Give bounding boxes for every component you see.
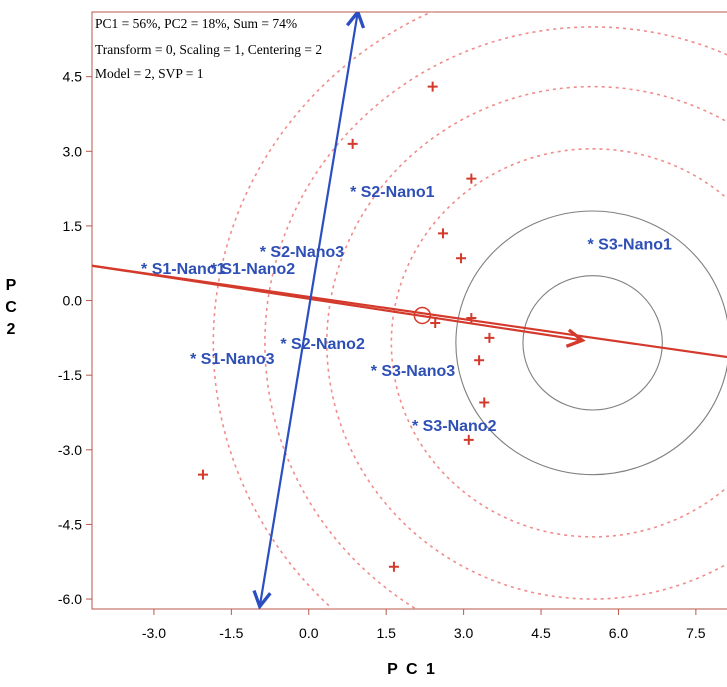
plus-markers [197, 81, 495, 572]
plus-point-8 [484, 332, 495, 343]
info-line-1: PC1 = 56%, PC2 = 18%, Sum = 74% [95, 16, 297, 31]
y-axis: 4.5 3.0 1.5 0.0 -1.5 -3.0 -4.5 -6.0 [58, 69, 92, 607]
y-axis-title-line-2: C [5, 299, 19, 316]
dashed-circle-1 [390, 148, 727, 538]
plus-point-6 [430, 317, 441, 328]
info-text-box: PC1 = 56%, PC2 = 18%, Sum = 74% Transfor… [95, 16, 322, 81]
sample-label-4: * S2-Nano1 [350, 184, 435, 201]
x-axis: -3.0 -1.5 0.0 1.5 3.0 4.5 6.0 7.5 [142, 609, 706, 641]
plus-point-5 [456, 253, 467, 264]
plus-point-9 [474, 355, 485, 366]
plus-point-11 [463, 434, 474, 445]
info-line-3: Model = 2, SVP = 1 [95, 66, 204, 81]
y-tick-label-1: 4.5 [63, 69, 83, 85]
y-tick-label-7: -4.5 [58, 516, 82, 532]
dashed-circle-4 [212, 12, 434, 609]
x-tick-label-3: 0.0 [299, 625, 319, 641]
y-tick-label-2: 3.0 [63, 143, 83, 159]
solid-circle-1 [522, 275, 663, 411]
center-marker-group [413, 306, 432, 325]
y-tick-label-6: -3.0 [58, 442, 82, 458]
sample-label-3: * S1-Nano3 [190, 351, 275, 368]
y-axis-title-line-1: P [6, 277, 19, 294]
plus-point-7 [466, 312, 477, 323]
x-tick-label-6: 4.5 [531, 625, 551, 641]
x-tick-label-5: 3.0 [454, 625, 474, 641]
x-tick-label-8: 7.5 [686, 625, 706, 641]
y-axis-title-line-3: 2 [7, 321, 18, 338]
x-tick-label-2: -1.5 [219, 625, 243, 641]
sample-label-8: * S3-Nano2 [412, 418, 497, 435]
plus-point-12 [197, 469, 208, 480]
plus-point-2 [347, 138, 358, 149]
plus-point-13 [388, 561, 399, 572]
sample-label-9: * S3-Nano3 [371, 363, 456, 380]
y-tick-label-3: 1.5 [63, 218, 83, 234]
sample-labels: * S1-Nano1* S1-Nano2 * S1-Nano3 * S2-Nano1… [141, 184, 672, 435]
solid-circle-2 [455, 210, 727, 476]
sample-label-7: * S3-Nano1 [587, 236, 672, 253]
y-tick-label-4: 0.0 [63, 293, 83, 309]
pc2-arrow [260, 12, 358, 607]
sample-label-6: * S2-Nano3 [260, 244, 345, 261]
x-tick-label-4: 1.5 [376, 625, 396, 641]
x-tick-label-1: -3.0 [142, 625, 166, 641]
plot-area: * S1-Nano1* S1-Nano2 * S1-Nano3 * S2-Nano1… [91, 11, 727, 610]
info-line-2: Transform = 0, Scaling = 1, Centering = … [95, 42, 322, 57]
plus-point-3 [466, 173, 477, 184]
sample-label-5: * S2-Nano2 [280, 336, 365, 353]
y-tick-label-5: -1.5 [58, 367, 82, 383]
y-tick-label-8: -6.0 [58, 591, 82, 607]
x-tick-label-7: 6.0 [609, 625, 629, 641]
sample-label-1: * S1-Nano1 [141, 261, 226, 278]
plus-point-1 [427, 81, 438, 92]
y-axis-title: P C 2 [5, 277, 19, 338]
x-axis-title: P C 1 [387, 661, 437, 678]
loading-arrows [92, 12, 727, 607]
plus-point-10 [479, 397, 490, 408]
sample-label-2: * S1-Nano2 [211, 261, 296, 278]
center-marker [413, 306, 432, 325]
plus-point-4 [437, 228, 448, 239]
